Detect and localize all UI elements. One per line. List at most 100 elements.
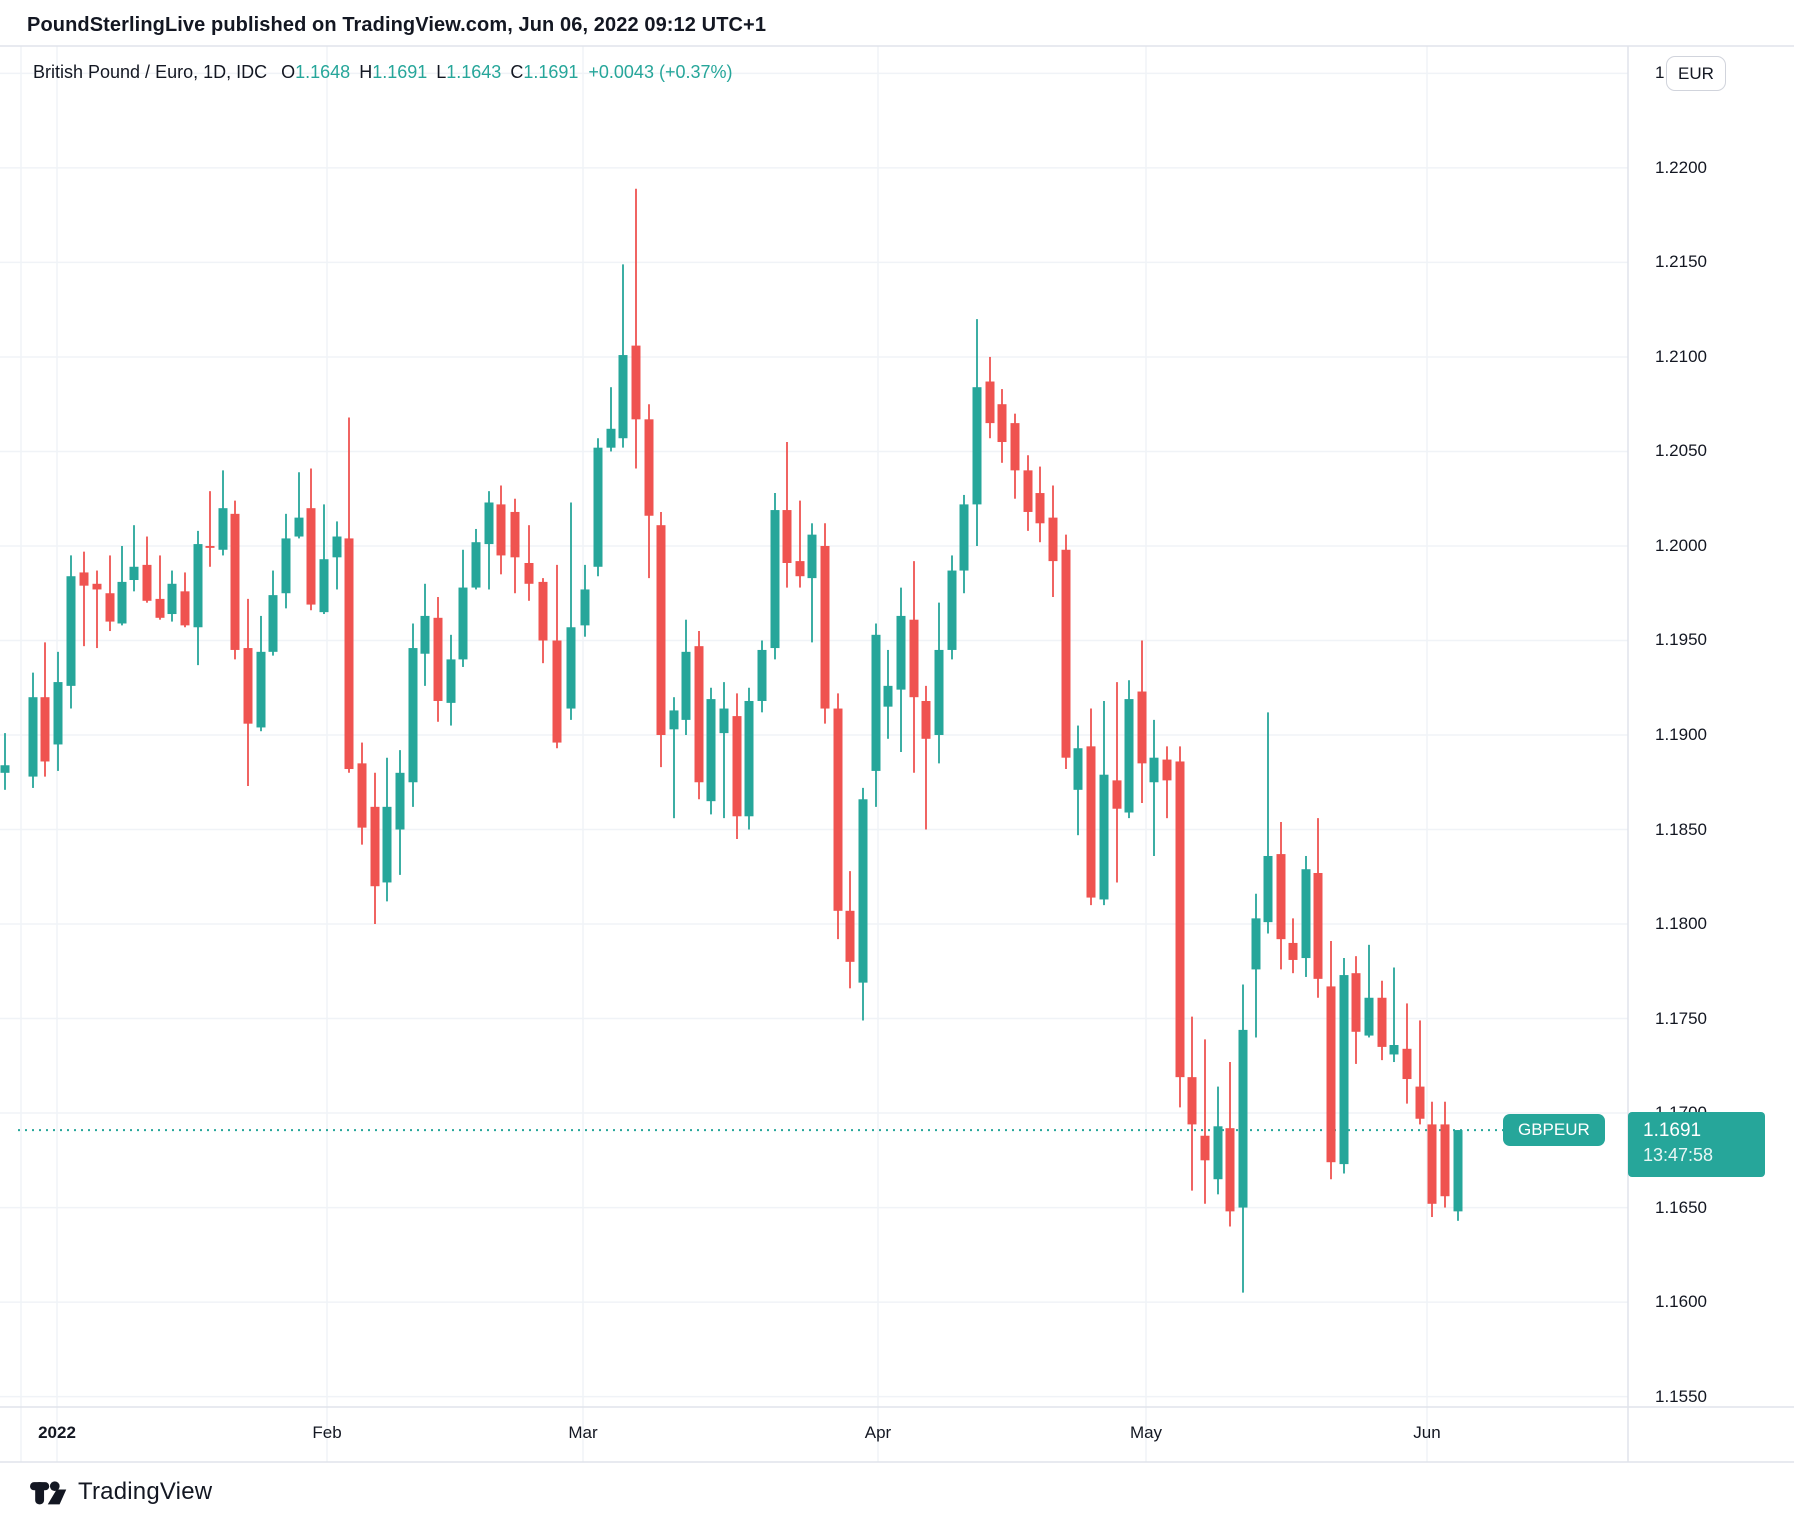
candle-body [1238,1029,1248,1208]
candle-body [510,511,520,558]
candle-body [732,716,742,817]
candle-body [382,806,392,883]
price-tick-label: 1.1750 [1655,1008,1707,1028]
candle-body [1124,699,1134,813]
currency-badge[interactable]: EUR [1666,56,1726,91]
time-tick-label: 2022 [38,1423,76,1442]
candle-body [281,538,291,594]
tradingview-logo-icon [30,1480,67,1504]
candle-body [268,595,278,652]
candle-body [807,534,817,579]
candle-body [770,510,780,649]
candle-body [53,682,63,745]
candle-body [66,576,76,686]
candle-body [1301,869,1311,959]
candle-body [92,583,102,590]
candle-body [1251,918,1261,970]
candle-body [142,564,152,601]
candle-body [833,708,843,911]
candle-body [458,587,468,660]
candle-body [496,504,506,556]
candle-body [306,508,316,605]
candle-body [566,627,576,709]
candle-body [681,651,691,720]
candle-body [1010,423,1020,471]
attribution-header: PoundSterlingLive published on TradingVi… [27,14,767,36]
candle-body [471,542,481,588]
candle-body [1440,1124,1450,1197]
candle-body [319,559,329,613]
candle-body [883,685,893,707]
open-label: O [281,62,296,82]
candle-body [618,355,628,439]
candle-body [256,651,266,728]
low-label: L [436,62,447,82]
candle-body [858,799,868,983]
price-tick-label: 1.1900 [1655,725,1707,744]
price-tick-label: 1.1950 [1655,630,1707,650]
candle-body [947,570,957,650]
candle-body [1263,855,1273,923]
candle-body [28,697,38,777]
tradingview-brand-text: TradingView [78,1478,213,1505]
symbol-price-pill: GBPEUR [1503,1114,1605,1147]
candle-body [1225,1128,1235,1212]
candle-body [1402,1048,1412,1080]
candle-body [871,634,881,771]
candle-body [1086,746,1096,898]
candle-body [656,525,666,736]
candle-body [1048,517,1058,562]
candle-body [408,648,418,783]
candle-body [972,387,982,505]
candle-body [218,508,228,550]
close-label: C [510,62,524,82]
symbol-title[interactable]: British Pound / Euro, 1D, IDC [33,62,268,82]
candle-body [1453,1130,1463,1212]
candle-body [1137,691,1147,764]
candle-body [631,345,641,420]
candle-body [1073,748,1083,790]
time-tick-label: Jun [1413,1423,1441,1442]
candle-body [934,649,944,736]
candle-body [719,708,729,734]
price-tick-label: 1.2050 [1655,441,1707,461]
candle-body [1035,493,1045,524]
price-tick-label: 1.1800 [1655,914,1707,934]
high-value: 1.1691 [372,62,428,82]
candle-body [484,502,494,545]
candle-body [706,699,716,802]
price-tick-label: 1.2200 [1655,157,1707,177]
time-tick-label: Apr [864,1423,892,1442]
candle-body [1313,872,1323,979]
candle-body [985,381,995,424]
candle-body [230,513,240,650]
candle-body [40,697,50,762]
candle-body [193,544,203,628]
tradingview-footer[interactable]: TradingView [30,1478,212,1506]
candle-body [524,562,534,584]
candle-body [1099,774,1109,900]
price-tick-label: 1.1850 [1655,819,1707,839]
time-tick-label: Mar [568,1423,598,1442]
candle-body [820,545,830,709]
candle-body [1023,470,1033,512]
candle-body [644,419,654,516]
high-label: H [359,62,373,82]
candle-body [1061,549,1071,758]
candle-body [606,428,616,448]
candle-body [205,545,215,548]
candle-body [370,806,380,887]
candle-body [757,649,767,701]
candle-body [294,517,304,537]
candle-body [117,581,127,624]
candle-body [167,583,177,615]
candle-body [1364,997,1374,1036]
price-tick-label: 1.2150 [1655,252,1707,272]
candle-body [845,910,855,962]
candle-body [1339,975,1349,1165]
candle-body [782,510,792,563]
candle-body [1415,1086,1425,1119]
candle-body [1200,1135,1210,1161]
